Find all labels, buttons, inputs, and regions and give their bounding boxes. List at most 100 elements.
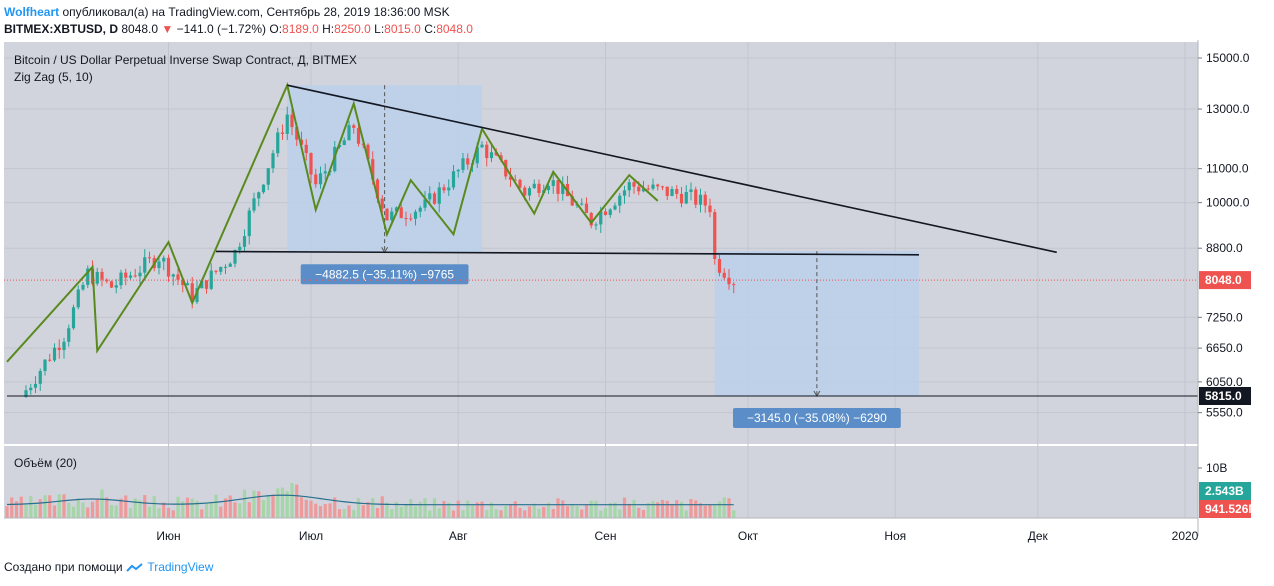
candle-body	[276, 132, 280, 154]
candle-body	[375, 179, 380, 199]
volume-bar	[81, 502, 85, 518]
candle-body	[38, 370, 42, 384]
volume-bar	[261, 500, 266, 518]
volume-bar	[24, 504, 28, 518]
volume-bar	[513, 501, 517, 518]
volume-bar	[71, 506, 76, 518]
candle-body	[518, 179, 522, 188]
volume-bar	[542, 506, 546, 518]
candle-body	[318, 173, 323, 185]
candle-body	[451, 171, 456, 188]
candle-body	[713, 212, 717, 259]
volume-bar	[456, 500, 460, 518]
level-price-label-bg	[1199, 387, 1251, 405]
volume-bar	[385, 502, 389, 518]
volume-bar	[675, 500, 679, 518]
volume-bar	[238, 503, 242, 518]
price-chart[interactable]: −4882.5 (−35.11%) −9765 −3145.0 (−35.08%)…	[0, 40, 1274, 554]
y-tick-label: 6650.0	[1206, 341, 1243, 355]
candle-body	[551, 180, 555, 186]
volume-bar	[109, 505, 114, 518]
candle-body	[76, 289, 80, 308]
volume-pane[interactable]	[4, 446, 1198, 518]
volume-bar	[489, 502, 494, 518]
candle-body	[428, 193, 432, 200]
volume-bar	[713, 505, 717, 518]
candle-body	[228, 263, 232, 267]
candle-body	[299, 139, 304, 145]
volume-bar	[694, 500, 698, 518]
candle-body	[352, 125, 356, 128]
candle-body	[684, 191, 688, 204]
volume-bar	[565, 506, 570, 518]
volume-bar	[570, 503, 574, 518]
volume-bar	[603, 508, 608, 518]
measure-label-bg	[300, 264, 469, 285]
last-price-label: 8048.0	[1205, 273, 1242, 287]
low-label: L:	[374, 22, 385, 36]
trend-line	[215, 250, 920, 256]
volume-bar	[651, 501, 655, 518]
volume-bar	[580, 509, 584, 518]
candle-body	[694, 189, 698, 205]
candle-body	[119, 272, 123, 286]
volume-bar	[575, 505, 579, 518]
volume-bar	[413, 506, 418, 518]
candle-body	[394, 207, 399, 212]
volume-bar	[133, 498, 137, 518]
volume-bar	[556, 498, 560, 518]
volume-bar	[76, 498, 80, 518]
candle-body	[266, 168, 270, 185]
candle-body	[546, 185, 551, 191]
level-price-label: 5815.0	[1205, 389, 1242, 403]
candle-body	[599, 211, 603, 225]
candle-body	[43, 359, 47, 371]
volume-bar	[394, 501, 399, 518]
volume-ma-label: 2.543B	[1205, 484, 1244, 498]
candle-body	[561, 183, 565, 194]
candle-body	[238, 246, 242, 251]
candle-body	[660, 186, 665, 188]
volume-bar	[594, 500, 598, 518]
volume-bar	[143, 495, 147, 518]
volume-bar	[314, 503, 318, 518]
candle-body	[29, 387, 33, 391]
author-name[interactable]: Wolfheart	[4, 5, 60, 19]
candle-body	[185, 283, 190, 286]
volume-bar	[656, 502, 660, 518]
candle-body	[404, 218, 408, 220]
volume-bar	[309, 500, 313, 518]
last-price: 8048.0	[121, 22, 159, 36]
volume-bar	[190, 498, 194, 518]
volume-bar	[494, 509, 498, 518]
volume-bar	[242, 489, 247, 518]
y-tick-label: 11000.0	[1206, 162, 1249, 176]
candle-body	[589, 212, 593, 226]
volume-bar	[698, 503, 703, 518]
volume-bar	[295, 484, 299, 518]
measure-label-bg	[732, 408, 901, 428]
volume-bar	[29, 496, 33, 518]
candle-body	[109, 281, 114, 288]
candle-body	[124, 272, 128, 278]
volume-bar	[276, 488, 280, 518]
candle-body	[627, 182, 631, 191]
volume-bar	[366, 501, 370, 518]
high-label: H:	[322, 22, 335, 36]
footer: Создано при помощи TradingView	[4, 560, 213, 574]
volume-bar	[19, 496, 23, 518]
tradingview-link[interactable]: TradingView	[147, 560, 214, 574]
candle-body	[57, 347, 61, 350]
volume-bar	[352, 509, 356, 518]
y-tick-label: 10000.0	[1206, 196, 1250, 210]
volume-bar	[361, 505, 365, 518]
volume-bar	[485, 510, 489, 518]
candle-body	[280, 132, 285, 134]
candle-body	[584, 203, 589, 213]
x-tick-label: Ноя	[884, 529, 906, 543]
candle-body	[219, 267, 223, 272]
plot-area[interactable]	[4, 42, 1198, 444]
candle-body	[399, 207, 403, 219]
symbol: BITMEX:XBTUSD, D	[4, 22, 118, 36]
candle-body	[133, 275, 137, 277]
